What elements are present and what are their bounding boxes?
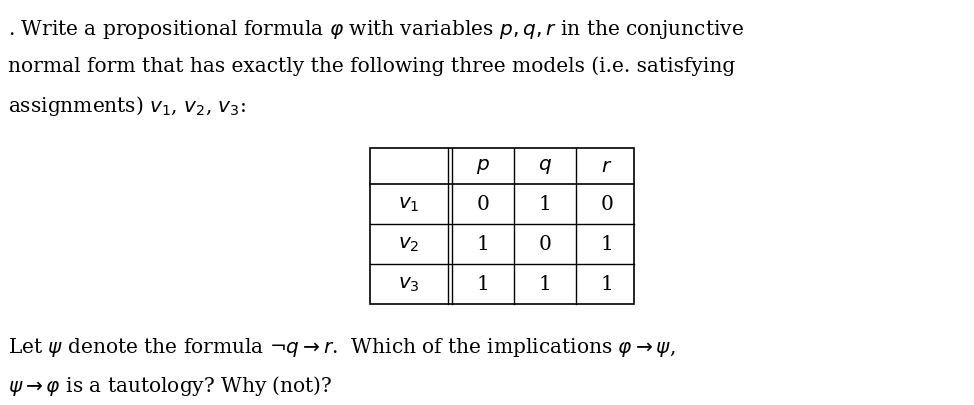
Text: assignments) $v_1$, $v_2$, $v_3$:: assignments) $v_1$, $v_2$, $v_3$: bbox=[8, 94, 246, 118]
Bar bbox=[370, 148, 634, 304]
Text: 1: 1 bbox=[539, 275, 551, 294]
Text: 1: 1 bbox=[601, 275, 614, 294]
Text: 1: 1 bbox=[539, 194, 551, 213]
Text: $v_1$: $v_1$ bbox=[398, 194, 420, 213]
Text: $v_2$: $v_2$ bbox=[398, 234, 420, 254]
Text: 1: 1 bbox=[476, 234, 490, 254]
Text: $p$: $p$ bbox=[476, 156, 490, 175]
Text: $\psi \to \varphi$ is a tautology? Why (not)?: $\psi \to \varphi$ is a tautology? Why (… bbox=[8, 374, 332, 398]
Text: 0: 0 bbox=[476, 194, 490, 213]
Text: . Write a propositional formula $\varphi$ with variables $p, q, r$ in the conjun: . Write a propositional formula $\varphi… bbox=[8, 18, 744, 41]
Text: 1: 1 bbox=[601, 234, 614, 254]
Text: Let $\psi$ denote the formula $\neg q \to r$.  Which of the implications $\varph: Let $\psi$ denote the formula $\neg q \t… bbox=[8, 336, 675, 359]
Text: 1: 1 bbox=[476, 275, 490, 294]
Text: $r$: $r$ bbox=[601, 156, 613, 175]
Text: $v_3$: $v_3$ bbox=[398, 275, 420, 294]
Text: normal form that has exactly the following three models (i.e. satisfying: normal form that has exactly the followi… bbox=[8, 56, 735, 76]
Text: 0: 0 bbox=[539, 234, 551, 254]
Text: $q$: $q$ bbox=[538, 156, 552, 175]
Text: 0: 0 bbox=[601, 194, 614, 213]
